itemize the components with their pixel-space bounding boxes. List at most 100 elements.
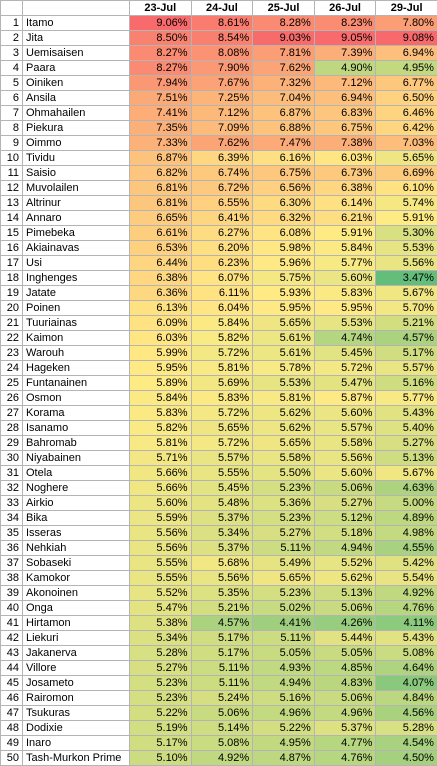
percent-value-cell[interactable]: 5.45% <box>190 480 254 496</box>
percent-value-cell[interactable]: 7.25% <box>190 90 254 106</box>
row-number-cell[interactable]: 48 <box>0 720 23 736</box>
percent-value-cell[interactable]: 6.81% <box>129 180 192 196</box>
percent-value-cell[interactable]: 4.76% <box>313 750 377 766</box>
row-number-cell[interactable]: 3 <box>0 45 23 61</box>
row-number-cell[interactable]: 13 <box>0 195 23 211</box>
percent-value-cell[interactable]: 5.22% <box>129 705 192 721</box>
percent-value-cell[interactable]: 6.44% <box>129 255 192 271</box>
percent-value-cell[interactable]: 9.06% <box>129 15 192 31</box>
percent-value-cell[interactable]: 5.49% <box>252 555 315 571</box>
percent-value-cell[interactable]: 7.32% <box>252 75 315 91</box>
percent-value-cell[interactable]: 6.46% <box>375 105 437 121</box>
percent-value-cell[interactable]: 5.23% <box>252 510 315 526</box>
percent-value-cell[interactable]: 5.35% <box>190 585 254 601</box>
percent-value-cell[interactable]: 7.62% <box>252 60 315 76</box>
percent-value-cell[interactable]: 5.53% <box>313 315 377 331</box>
percent-value-cell[interactable]: 5.58% <box>252 450 315 466</box>
percent-value-cell[interactable]: 6.11% <box>190 285 254 301</box>
row-number-cell[interactable]: 43 <box>0 645 23 661</box>
percent-value-cell[interactable]: 6.04% <box>190 300 254 316</box>
row-number-cell[interactable]: 2 <box>0 30 23 46</box>
system-name-cell[interactable]: Onga <box>22 600 130 616</box>
percent-value-cell[interactable]: 4.55% <box>375 540 437 556</box>
percent-value-cell[interactable]: 7.47% <box>252 135 315 151</box>
percent-value-cell[interactable]: 5.98% <box>252 240 315 256</box>
percent-value-cell[interactable]: 5.37% <box>190 510 254 526</box>
percent-value-cell[interactable]: 8.50% <box>129 30 192 46</box>
percent-value-cell[interactable]: 4.41% <box>252 615 315 631</box>
system-name-cell[interactable]: Hirtamon <box>22 615 130 631</box>
percent-value-cell[interactable]: 5.37% <box>190 540 254 556</box>
percent-value-cell[interactable]: 4.93% <box>252 660 315 676</box>
row-number-cell[interactable]: 25 <box>0 375 23 391</box>
percent-value-cell[interactable]: 5.16% <box>252 690 315 706</box>
system-name-cell[interactable]: Nehkiah <box>22 540 130 556</box>
row-number-cell[interactable]: 29 <box>0 435 23 451</box>
system-name-cell[interactable]: Inaro <box>22 735 130 751</box>
system-name-cell[interactable]: Korama <box>22 405 130 421</box>
row-number-cell[interactable]: 5 <box>0 75 23 91</box>
percent-value-cell[interactable]: 7.39% <box>313 45 377 61</box>
percent-value-cell[interactable]: 5.93% <box>252 285 315 301</box>
percent-value-cell[interactable]: 5.06% <box>313 600 377 616</box>
row-number-cell[interactable]: 16 <box>0 240 23 256</box>
percent-value-cell[interactable]: 5.75% <box>252 270 315 286</box>
percent-value-cell[interactable]: 6.13% <box>129 300 192 316</box>
percent-value-cell[interactable]: 4.94% <box>313 540 377 556</box>
system-name-cell[interactable]: Piekura <box>22 120 130 136</box>
row-number-cell[interactable]: 19 <box>0 285 23 301</box>
percent-value-cell[interactable]: 5.67% <box>375 285 437 301</box>
percent-value-cell[interactable]: 6.69% <box>375 165 437 181</box>
system-name-cell[interactable]: Annaro <box>22 210 130 226</box>
system-name-cell[interactable]: Paara <box>22 60 130 76</box>
percent-value-cell[interactable]: 6.20% <box>190 240 254 256</box>
percent-value-cell[interactable]: 5.82% <box>129 420 192 436</box>
percent-value-cell[interactable]: 6.38% <box>313 180 377 196</box>
percent-value-cell[interactable]: 5.06% <box>313 690 377 706</box>
percent-value-cell[interactable]: 5.77% <box>375 390 437 406</box>
percent-value-cell[interactable]: 4.90% <box>313 60 377 76</box>
percent-value-cell[interactable]: 5.17% <box>129 735 192 751</box>
percent-value-cell[interactable]: 5.56% <box>129 525 192 541</box>
percent-value-cell[interactable]: 5.13% <box>375 450 437 466</box>
percent-value-cell[interactable]: 5.27% <box>375 435 437 451</box>
percent-value-cell[interactable]: 8.54% <box>190 30 254 46</box>
percent-value-cell[interactable]: 6.94% <box>313 90 377 106</box>
percent-value-cell[interactable]: 6.75% <box>313 120 377 136</box>
percent-value-cell[interactable]: 8.27% <box>129 45 192 61</box>
percent-value-cell[interactable]: 7.51% <box>129 90 192 106</box>
percent-value-cell[interactable]: 6.21% <box>313 210 377 226</box>
row-number-cell[interactable]: 44 <box>0 660 23 676</box>
percent-value-cell[interactable]: 5.28% <box>375 720 437 736</box>
row-number-cell[interactable]: 15 <box>0 225 23 241</box>
percent-value-cell[interactable]: 5.61% <box>252 330 315 346</box>
percent-value-cell[interactable]: 9.03% <box>252 30 315 46</box>
percent-value-cell[interactable]: 6.87% <box>252 105 315 121</box>
percent-value-cell[interactable]: 6.56% <box>252 180 315 196</box>
percent-value-cell[interactable]: 3.47% <box>375 270 437 286</box>
row-number-cell[interactable]: 27 <box>0 405 23 421</box>
percent-value-cell[interactable]: 6.77% <box>375 75 437 91</box>
system-name-cell[interactable]: Villore <box>22 660 130 676</box>
percent-value-cell[interactable]: 9.05% <box>313 30 377 46</box>
row-number-cell[interactable]: 45 <box>0 675 23 691</box>
row-number-cell[interactable]: 22 <box>0 330 23 346</box>
percent-value-cell[interactable]: 6.27% <box>190 225 254 241</box>
percent-value-cell[interactable]: 5.60% <box>129 495 192 511</box>
percent-value-cell[interactable]: 5.23% <box>129 690 192 706</box>
percent-value-cell[interactable]: 5.81% <box>129 435 192 451</box>
percent-value-cell[interactable]: 5.17% <box>190 630 254 646</box>
percent-value-cell[interactable]: 6.14% <box>313 195 377 211</box>
system-name-cell[interactable]: Jatate <box>22 285 130 301</box>
system-name-cell[interactable]: Otela <box>22 465 130 481</box>
percent-value-cell[interactable]: 6.50% <box>375 90 437 106</box>
percent-value-cell[interactable]: 7.62% <box>190 135 254 151</box>
percent-value-cell[interactable]: 5.67% <box>375 465 437 481</box>
percent-value-cell[interactable]: 6.38% <box>129 270 192 286</box>
percent-value-cell[interactable]: 5.52% <box>313 555 377 571</box>
percent-value-cell[interactable]: 5.27% <box>313 495 377 511</box>
percent-value-cell[interactable]: 5.21% <box>190 600 254 616</box>
percent-value-cell[interactable]: 4.96% <box>313 705 377 721</box>
percent-value-cell[interactable]: 4.26% <box>313 615 377 631</box>
system-name-cell[interactable]: Dodixie <box>22 720 130 736</box>
